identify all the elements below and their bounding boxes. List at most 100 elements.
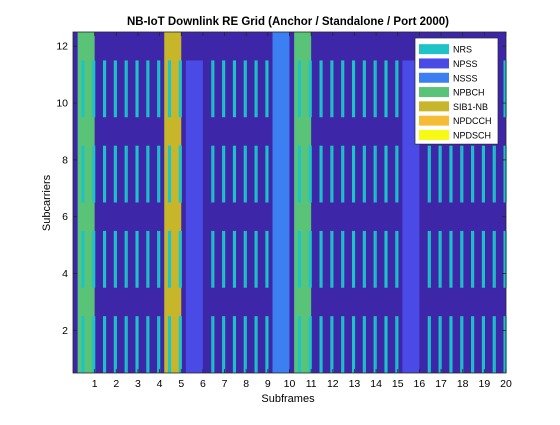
nrs-marker [321, 60, 323, 118]
nrs-marker [353, 60, 356, 118]
nrs-marker [135, 316, 138, 373]
nrs-marker [146, 316, 148, 373]
nrs-marker [254, 230, 257, 288]
nrs-marker [395, 145, 397, 203]
nrs-marker [126, 316, 128, 373]
region-npbch [294, 32, 312, 373]
nrs-marker [92, 316, 94, 373]
nrs-marker [222, 316, 224, 373]
nrs-marker [266, 60, 269, 118]
x-tick-label: 9 [265, 378, 271, 390]
nrs-marker [396, 145, 399, 203]
nrs-marker [81, 230, 83, 288]
nrs-marker [373, 230, 376, 288]
nrs-marker [373, 145, 376, 203]
nrs-marker [319, 230, 322, 288]
nrs-marker [460, 316, 462, 373]
nrs-marker [310, 60, 312, 118]
nrs-marker [146, 230, 148, 288]
nrs-marker [223, 230, 226, 288]
nrs-marker [297, 316, 300, 373]
nrs-marker [449, 145, 451, 203]
nrs-marker [104, 316, 107, 373]
nrs-marker [124, 316, 127, 373]
nrs-marker [308, 230, 311, 288]
nrs-marker [232, 145, 235, 203]
nrs-marker [243, 230, 246, 288]
x-tick-label: 4 [157, 378, 163, 390]
nrs-marker [222, 60, 224, 118]
nrs-marker [124, 230, 127, 288]
nrs-marker [503, 60, 506, 118]
nrs-marker [223, 316, 226, 373]
nrs-marker [373, 316, 376, 373]
nrs-marker [319, 316, 322, 373]
nrs-marker [265, 60, 267, 118]
nrs-marker [330, 230, 332, 288]
nrs-marker [211, 60, 213, 118]
nrs-marker [440, 316, 442, 373]
x-tick-label: 12 [327, 378, 339, 390]
nrs-marker [157, 316, 159, 373]
nrs-marker [124, 145, 127, 203]
nrs-marker [331, 145, 334, 203]
nrs-marker [342, 230, 345, 288]
nrs-marker [471, 316, 473, 373]
nrs-marker [385, 145, 388, 203]
nrs-marker [481, 230, 484, 288]
nrs-marker [211, 230, 213, 288]
legend-swatch-nsss [419, 72, 449, 83]
x-tick-label: 14 [370, 378, 382, 390]
nrs-marker [461, 145, 464, 203]
nrs-marker [234, 145, 237, 203]
y-tick-label: 10 [56, 98, 68, 110]
x-axis-label: Subframes [261, 393, 315, 405]
nrs-marker [353, 230, 356, 288]
x-tick-label: 8 [243, 378, 249, 390]
x-tick-label: 2 [113, 378, 119, 390]
nrs-marker [254, 145, 257, 203]
nrs-marker [102, 145, 105, 203]
legend-swatch-nrs [419, 44, 449, 55]
nrs-marker [232, 230, 235, 288]
x-tick-label: 6 [200, 378, 206, 390]
nrs-marker [256, 230, 258, 288]
x-tick-label: 16 [414, 378, 426, 390]
nrs-marker [113, 316, 116, 373]
nrs-marker [353, 145, 356, 203]
nrs-marker [265, 145, 267, 203]
chart-title: NB-IoT Downlink RE Grid (Anchor / Standa… [127, 16, 449, 28]
region-sib1-nb [164, 32, 182, 373]
nrs-marker [438, 316, 441, 373]
nrs-marker [427, 145, 430, 203]
nrs-marker [137, 230, 139, 288]
x-tick-label: 1 [92, 378, 98, 390]
nrs-marker [256, 60, 258, 118]
nrs-marker [169, 230, 172, 288]
y-tick-label: 12 [56, 41, 68, 53]
nrs-marker [178, 230, 181, 288]
nrs-marker [81, 60, 83, 118]
nrs-marker [266, 316, 269, 373]
nrs-marker [82, 60, 85, 118]
nrs-marker [266, 230, 269, 288]
nrs-marker [460, 230, 462, 288]
nrs-marker [245, 60, 247, 118]
nrs-marker [92, 60, 94, 118]
nrs-marker [234, 60, 237, 118]
nrs-marker [104, 60, 107, 118]
nrs-marker [299, 60, 301, 118]
nrs-marker [319, 60, 322, 118]
nrs-marker [157, 60, 159, 118]
nrs-marker [167, 316, 170, 373]
nrs-marker [256, 316, 258, 373]
nrs-marker [395, 60, 397, 118]
nrs-markers [81, 60, 507, 373]
nrs-marker [449, 316, 451, 373]
x-axis: 1 2 3 4 5 6 7 8 9 10 11 12 13 14 15 16 17 18 19 20 [92, 32, 512, 390]
nrs-marker [124, 60, 127, 118]
nrs-marker [319, 145, 322, 203]
nrs-marker [483, 230, 486, 288]
legend-swatch-sib1-nb [419, 101, 449, 112]
nrs-marker [157, 230, 159, 288]
